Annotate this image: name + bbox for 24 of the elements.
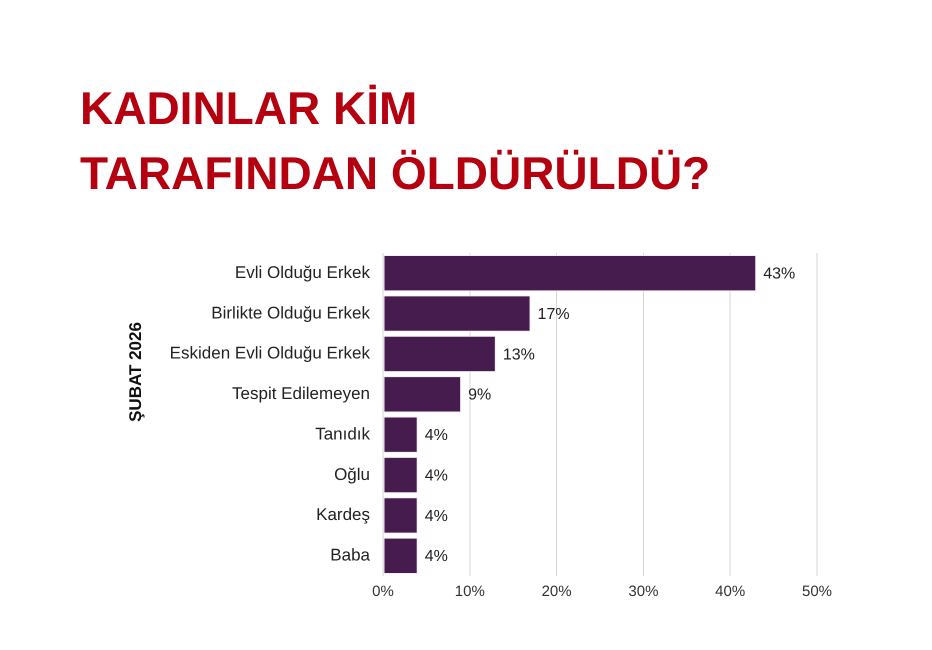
data-label: 4% [424,427,448,444]
x-tick-label: 20% [542,583,572,600]
y-tick-label: Kardeş [316,505,370,524]
x-tick-label: 30% [628,583,658,600]
data-label: 13% [502,346,535,364]
y-axis-title: ŞUBAT 2026 [126,322,146,422]
x-tick-label: 10% [454,583,485,600]
data-label: 43% [763,266,796,283]
y-tick-label: Birlikte Olduğu Erkek [211,303,370,322]
x-tick-label: 0% [372,583,394,600]
chart-title: KADINLAR KİM TARAFINDAN ÖLDÜRÜLDÜ? [80,81,710,201]
data-label: 4% [424,508,448,525]
x-tick-label: 50% [802,583,832,600]
x-tick-label: 40% [715,583,746,600]
data-label: 9% [468,386,492,404]
y-tick-label: Evli Olduğu Erkek [234,262,370,282]
data-label: 4% [424,548,448,566]
y-tick-label: Baba [330,546,371,564]
y-tick-label: Eskiden Evli Olduğu Erkek [170,344,370,363]
y-tick-label: Oğlu [334,464,370,484]
y-tick-label: Tanıdık [315,424,370,444]
data-label: 4% [424,467,448,484]
y-tick-label: Tespit Edilemeyen [232,384,370,403]
data-label: 17% [538,306,570,323]
